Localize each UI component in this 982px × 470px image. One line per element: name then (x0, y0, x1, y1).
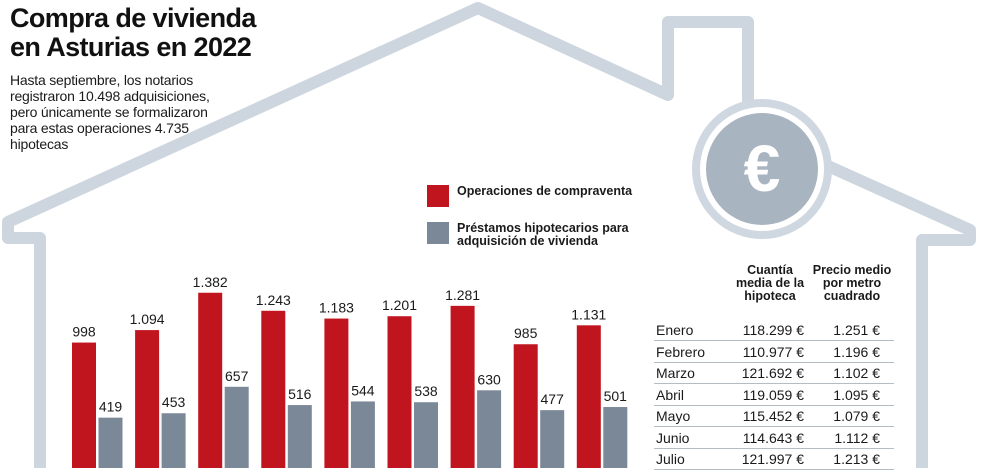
data-label-mortgages-mayo: 544 (351, 382, 375, 398)
bar-sales-agosto (513, 344, 538, 468)
table-row-divider (654, 404, 894, 406)
bar-sales-septiembre (576, 325, 601, 468)
bar-mortgages-agosto (540, 410, 565, 468)
data-label-mortgages-marzo: 657 (225, 368, 249, 384)
table-cell-month: Enero (656, 322, 694, 338)
table-row: Mayo 115.452 € 1.079 € (654, 406, 894, 427)
bar-mortgages-julio (477, 390, 502, 468)
table-cell-mortgage: 110.977 € (742, 343, 804, 360)
data-label-sales-septiembre: 1.131 (571, 306, 606, 322)
data-label-mortgages-febrero: 453 (162, 394, 186, 410)
table-row-divider (654, 426, 894, 427)
table-cell-price: 1.196 € (833, 343, 880, 360)
bar-sales-julio (450, 305, 475, 468)
table-cell-price: 1.095 € (833, 386, 880, 403)
euro-coin-icon: € (692, 99, 832, 239)
table-row-divider (654, 340, 894, 341)
table-cell-month: Mayo (656, 408, 691, 424)
data-label-sales-febrero: 1.094 (130, 311, 165, 327)
table-row-divider (654, 361, 894, 363)
table-row: Enero 118.299 € 1.251 € (654, 320, 894, 341)
chart-title-line-1: Compra de vivienda (10, 3, 256, 33)
legend-swatch-mortgages (427, 222, 449, 244)
bar-mortgages-febrero (161, 413, 186, 468)
table-row-divider (654, 383, 894, 384)
data-label-mortgages-abril: 516 (288, 386, 312, 402)
table-cell-mortgage: 115.452 € (742, 408, 804, 424)
bar-mortgages-marzo (224, 386, 249, 468)
table-header-mortgage: Cuantía media de la hipoteca (735, 263, 805, 303)
table-cell-price: 1.251 € (833, 322, 880, 338)
table-cell-month: Febrero (656, 343, 706, 360)
legend-item-mortgages: Préstamos hipotecarios para adquisición … (427, 222, 647, 248)
table-cell-mortgage: 121.692 € (741, 365, 804, 381)
table-row: Marzo 121.692 € 1.102 € (654, 363, 894, 384)
table-cell-mortgage: 121.997 € (741, 451, 804, 467)
bar-mortgages-abril (287, 405, 312, 468)
table-header-price: Precio medio por metro cuadrado (812, 263, 892, 303)
table-cell-mortgage: 114.643 € (742, 429, 804, 446)
chart-subtitle: Hasta septiembre, los notarios registrar… (10, 72, 210, 152)
bar-mortgages-enero (98, 417, 123, 468)
data-label-sales-enero: 998 (72, 324, 96, 340)
bar-sales-abril (261, 310, 286, 468)
table-row: Junio 114.643 € 1.112 € (654, 428, 894, 449)
table-row: Febrero 110.977 € 1.196 € (654, 342, 894, 363)
bar-sales-junio (387, 316, 412, 468)
table-cell-price: 1.079 € (833, 408, 880, 424)
table-cell-mortgage: 118.299 € (742, 322, 804, 338)
data-label-sales-junio: 1.201 (382, 297, 417, 313)
table-cell-month: Julio (656, 451, 685, 467)
table-cell-month: Abril (656, 386, 685, 403)
legend-label-mortgages: Préstamos hipotecarios para adquisición … (457, 221, 629, 248)
data-label-sales-mayo: 1.183 (319, 300, 354, 316)
svg-text:€: € (744, 131, 781, 205)
legend-label-sales: Operaciones de compraventa (457, 184, 633, 198)
legend-swatch-sales (427, 185, 449, 207)
table-row: Julio 121.997 € 1.213 € (654, 449, 894, 470)
bar-sales-febrero (135, 330, 160, 468)
table-cell-month: Junio (656, 429, 690, 446)
table-cell-price: 1.112 € (834, 429, 880, 446)
bar-mortgages-septiembre (603, 407, 628, 468)
table-row-divider (654, 447, 894, 449)
data-label-sales-abril: 1.243 (256, 292, 291, 308)
data-label-mortgages-junio: 538 (414, 383, 438, 399)
table-cell-mortgage: 119.059 € (742, 386, 804, 403)
legend-item-sales: Operaciones de compraventa (427, 185, 647, 207)
bar-mortgages-junio (414, 402, 438, 468)
data-label-sales-agosto: 985 (514, 325, 538, 341)
chart-title: Compra de vivienda en Asturias en 2022 (10, 4, 256, 62)
data-label-mortgages-enero: 419 (99, 399, 123, 415)
table-cell-price: 1.102 € (833, 365, 880, 381)
table-cell-month: Marzo (656, 365, 695, 381)
data-label-mortgages-julio: 630 (477, 371, 501, 387)
chart-title-line-2: en Asturias en 2022 (10, 32, 252, 62)
bar-sales-enero (72, 342, 96, 468)
bar-sales-mayo (324, 318, 349, 468)
table-row: Abril 119.059 € 1.095 € (654, 385, 894, 406)
data-label-sales-marzo: 1.382 (193, 274, 228, 290)
data-label-mortgages-agosto: 477 (541, 391, 565, 407)
table-cell-price: 1.213 € (833, 451, 880, 467)
data-label-sales-julio: 1.281 (445, 287, 480, 303)
bar-sales-marzo (198, 292, 223, 468)
bar-mortgages-mayo (350, 401, 375, 468)
data-label-mortgages-septiembre: 501 (604, 388, 628, 404)
